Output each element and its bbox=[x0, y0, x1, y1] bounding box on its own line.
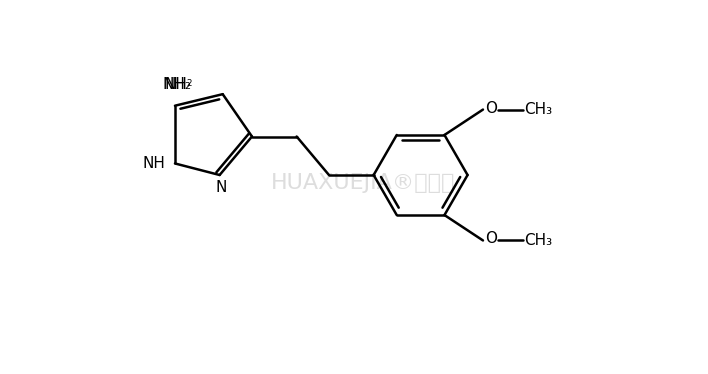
Text: CH₃: CH₃ bbox=[525, 102, 553, 117]
Text: HUAXUEJIA®化学加: HUAXUEJIA®化学加 bbox=[270, 173, 455, 193]
Text: O: O bbox=[485, 101, 497, 116]
Text: $_2$: $_2$ bbox=[185, 76, 193, 89]
Text: NH: NH bbox=[143, 156, 166, 171]
Text: CH₃: CH₃ bbox=[525, 233, 553, 248]
Text: N: N bbox=[215, 180, 227, 194]
Text: NH₂: NH₂ bbox=[163, 77, 192, 92]
Text: O: O bbox=[485, 232, 497, 246]
Text: NH: NH bbox=[164, 77, 187, 92]
